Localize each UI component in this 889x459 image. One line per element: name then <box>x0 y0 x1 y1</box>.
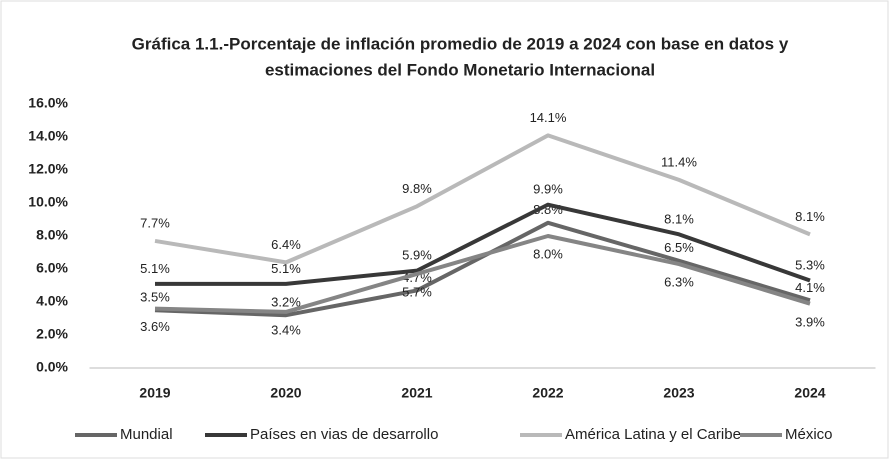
data-label: 3.2% <box>271 295 301 310</box>
data-label: 9.9% <box>533 182 563 197</box>
x-tick-label: 2023 <box>663 385 694 401</box>
legend-label: Mundial <box>120 426 173 443</box>
data-label: 9.8% <box>402 181 432 196</box>
data-label: 4.1% <box>795 280 825 295</box>
x-tick-label: 2024 <box>794 385 825 401</box>
legend-label: México <box>785 426 833 443</box>
data-label: 8.1% <box>795 209 825 224</box>
chart-title: estimaciones del Fondo Monetario Interna… <box>265 60 655 79</box>
series-line <box>154 133 811 265</box>
data-label: 5.1% <box>140 261 170 276</box>
data-label: 3.9% <box>795 314 825 329</box>
data-label: 3.6% <box>140 319 170 334</box>
y-tick-label: 2.0% <box>36 326 68 342</box>
y-tick-label: 16.0% <box>28 95 68 111</box>
data-label: 3.5% <box>140 290 170 305</box>
y-tick-label: 14.0% <box>28 128 68 144</box>
data-label: 5.9% <box>402 248 432 263</box>
data-label: 6.3% <box>664 275 694 290</box>
data-label: 11.4% <box>661 155 697 170</box>
data-label: 6.5% <box>664 240 694 255</box>
legend-label: América Latina y el Caribe <box>565 426 741 443</box>
data-label: 6.4% <box>271 237 301 252</box>
y-tick-label: 6.0% <box>36 260 68 276</box>
x-tick-label: 2020 <box>270 385 301 401</box>
y-tick-label: 8.0% <box>36 227 68 243</box>
data-label: 5.7% <box>402 285 432 300</box>
x-tick-label: 2022 <box>532 385 563 401</box>
y-tick-label: 0.0% <box>36 359 68 375</box>
y-tick-label: 12.0% <box>28 161 68 177</box>
data-label: 3.4% <box>271 323 301 338</box>
data-label: 5.3% <box>795 258 825 273</box>
data-label: 8.0% <box>533 247 563 262</box>
legend-label: Países en vias de desarrollo <box>250 426 438 443</box>
y-tick-label: 10.0% <box>28 194 68 210</box>
data-label: 14.1% <box>530 110 567 125</box>
data-label: 5.1% <box>271 261 301 276</box>
data-label: 7.7% <box>140 216 170 231</box>
x-tick-label: 2019 <box>139 385 170 401</box>
chart-title: Gráfica 1.1.-Porcentaje de inflación pro… <box>132 34 789 53</box>
y-tick-label: 4.0% <box>36 293 68 309</box>
series-line <box>154 234 811 314</box>
data-label: 8.1% <box>664 211 694 226</box>
series-line <box>155 202 811 286</box>
x-tick-label: 2021 <box>401 385 432 401</box>
